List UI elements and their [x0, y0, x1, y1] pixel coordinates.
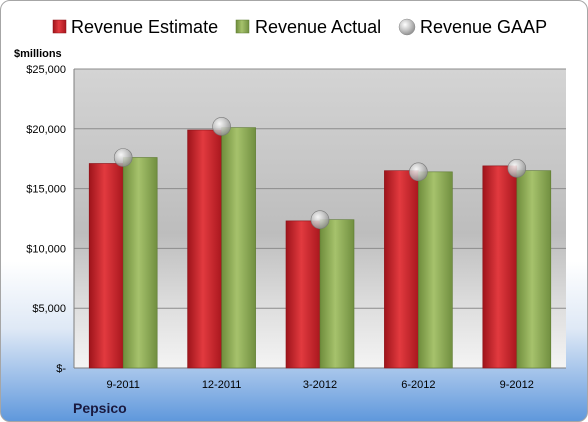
bar-revenue-estimate — [482, 165, 518, 369]
bar-revenue-actual — [516, 170, 552, 369]
bar-revenue-estimate — [384, 170, 419, 369]
marker-revenue-gaap — [507, 158, 527, 178]
x-tick-label: 9-2011 — [106, 379, 139, 391]
legend-swatch-estimate — [52, 19, 67, 34]
bar-revenue-actual — [221, 127, 256, 369]
y-tick-label: $- — [56, 363, 66, 375]
marker-revenue-gaap — [113, 148, 133, 167]
legend-label-gaap: Revenue GAAP — [420, 17, 547, 37]
legend: Revenue Estimate Revenue Actual Revenue … — [52, 17, 547, 37]
y-tick-label: $20,000 — [26, 124, 66, 136]
legend-item-revenue-actual: Revenue Actual — [235, 17, 381, 37]
bar-revenue-actual — [319, 219, 355, 369]
x-axis: 9-2011 12-2011 3-2012 6-2012 9-2012 — [106, 379, 533, 391]
bar-revenue-estimate — [88, 163, 124, 369]
marker-revenue-gaap — [310, 210, 330, 229]
marker-revenue-gaap — [409, 162, 428, 182]
legend-item-revenue-estimate: Revenue Estimate — [52, 17, 218, 37]
y-tick-label: $25,000 — [26, 64, 66, 76]
y-axis: $- $5,000 $10,000 $15,000 $20,000 $25,000 — [26, 64, 66, 375]
y-tick-label: $10,000 — [26, 243, 66, 255]
bar-revenue-actual — [418, 171, 453, 369]
x-tick-label: 3-2012 — [303, 379, 337, 391]
y-tick-label: $5,000 — [32, 303, 66, 315]
bars-group — [88, 127, 552, 369]
x-tick-label: 12-2011 — [202, 379, 242, 391]
bar-revenue-actual — [122, 157, 158, 369]
legend-label-actual: Revenue Actual — [255, 17, 381, 37]
legend-item-revenue-gaap: Revenue GAAP — [398, 17, 547, 37]
legend-swatch-actual — [235, 19, 250, 34]
legend-label-estimate: Revenue Estimate — [71, 17, 218, 37]
marker-revenue-gaap — [212, 117, 231, 136]
legend-marker-gaap — [398, 18, 416, 36]
x-tick-label: 9-2012 — [500, 379, 534, 391]
unit-label: $millions — [14, 48, 62, 60]
x-tick-label: 6-2012 — [401, 379, 435, 391]
bar-revenue-estimate — [187, 129, 222, 369]
markers-group — [113, 117, 527, 229]
bar-revenue-estimate — [285, 220, 321, 369]
company-name: Pepsico — [73, 400, 127, 416]
y-tick-label: $15,000 — [26, 184, 66, 196]
